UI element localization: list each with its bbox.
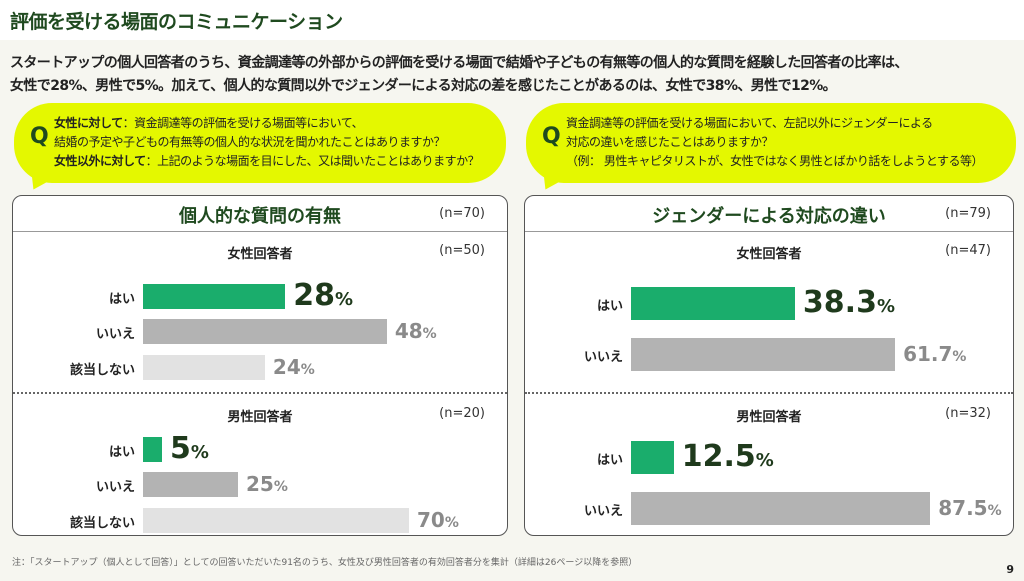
percent-sign: % xyxy=(334,288,354,310)
bar-label: いいえ xyxy=(95,479,135,495)
bar-label: はい xyxy=(108,291,135,307)
bar-label: はい xyxy=(108,444,135,460)
question-label: 女性以外に対して xyxy=(54,154,146,168)
data-label: 5% xyxy=(170,431,209,466)
value-number: 87.5 xyxy=(938,496,988,521)
chart-panel-personal-questions: 個人的な質問の有無 (n=70) 女性回答者 (n=50) 男性回答者 (n=2… xyxy=(12,195,508,536)
group-title: 女性回答者 xyxy=(227,247,293,262)
group-n: (n=47) xyxy=(945,243,991,258)
value-number: 28 xyxy=(293,277,335,313)
divider xyxy=(525,392,1013,394)
data-label: 12.5% xyxy=(682,439,774,474)
bar-label: いいえ xyxy=(95,326,135,342)
bar-no xyxy=(631,492,931,525)
panel-header: ジェンダーによる対応の違い (n=79) xyxy=(525,196,1013,232)
chart-title: ジェンダーによる対応の違い xyxy=(652,206,886,227)
data-label: 87.5% xyxy=(938,496,1001,520)
question-text: （例： 男性キャピタリストが、女性ではなく男性とばかり話をしようとする等） xyxy=(566,154,983,168)
bar-no xyxy=(631,338,896,371)
group-n: (n=50) xyxy=(439,243,485,258)
bar-label: いいえ xyxy=(583,349,623,365)
page-title: 評価を受ける場面のコミュニケーション xyxy=(10,11,343,33)
data-label: 61.7% xyxy=(903,342,966,366)
question-label: 女性に対して xyxy=(54,116,123,130)
bar-na xyxy=(143,355,265,380)
percent-sign: % xyxy=(444,515,459,532)
q-icon: Q xyxy=(30,124,49,149)
value-number: 24 xyxy=(272,355,301,380)
data-label: 28% xyxy=(293,278,353,313)
percent-sign: % xyxy=(190,441,209,463)
value-number: 5 xyxy=(170,430,191,466)
percent-sign: % xyxy=(952,349,967,366)
data-label: 38.3% xyxy=(803,285,895,320)
value-number: 70 xyxy=(417,508,445,533)
question-text: ：上記のような場面を目にした、又は聞いたことはありますか？ xyxy=(145,154,480,168)
chart-n: (n=79) xyxy=(945,206,991,221)
summary-text: スタートアップの個人回答者のうち、資金調達等の外部からの評価を受ける場面で結婚や… xyxy=(10,52,1020,98)
group-title: 女性回答者 xyxy=(736,247,802,262)
bar-label: 該当しない xyxy=(69,515,135,531)
chart-title: 個人的な質問の有無 xyxy=(179,206,341,227)
value-number: 25 xyxy=(246,472,274,497)
bar-na xyxy=(143,508,409,533)
chart-n: (n=70) xyxy=(439,206,485,221)
bar-yes xyxy=(143,437,162,462)
group-title: 男性回答者 xyxy=(736,410,802,425)
data-label: 24% xyxy=(273,355,315,379)
value-number: 61.7 xyxy=(903,342,953,367)
question-bubble-right: Q 資金調達等の評価を受ける場面において、左記以外にジェンダーによる 対応の違い… xyxy=(526,103,1016,183)
question-text: 対応の違いを感じたことはありますか？ xyxy=(566,135,774,149)
footnote: 注：「スタートアップ（個人として回答）」としての回答いただいた91名のうち、女性… xyxy=(12,558,638,568)
value-number: 38.3 xyxy=(802,284,877,320)
percent-sign: % xyxy=(422,326,437,343)
divider xyxy=(13,392,507,394)
bar-label: 該当しない xyxy=(69,362,135,378)
bar-label: はい xyxy=(596,452,623,468)
data-label: 25% xyxy=(246,472,288,496)
bar-label: いいえ xyxy=(583,503,623,519)
title-bar xyxy=(0,0,1024,40)
q-icon: Q xyxy=(542,124,561,149)
bar-yes xyxy=(143,284,286,309)
question-bubble-left: Q 女性に対して：資金調達等の評価を受ける場面等において、 結婚の予定や子どもの… xyxy=(14,103,506,183)
percent-sign: % xyxy=(300,362,315,379)
bar-yes xyxy=(631,441,674,474)
page-number: 9 xyxy=(1006,563,1014,576)
bar-no xyxy=(143,319,387,344)
data-label: 70% xyxy=(417,508,459,532)
summary-line: 女性で28%、男性で5%。加えて、個人的な質問以外でジェンダーによる対応の差を感… xyxy=(10,78,837,94)
value-number: 48 xyxy=(394,319,423,344)
bar-yes xyxy=(631,287,795,320)
group-n: (n=32) xyxy=(945,406,991,421)
group-title: 男性回答者 xyxy=(227,410,293,425)
chart-panel-gender-treatment: ジェンダーによる対応の違い (n=79) 女性回答者 (n=47) 男性回答者 … xyxy=(524,195,1014,536)
panel-header: 個人的な質問の有無 (n=70) xyxy=(13,196,507,232)
percent-sign: % xyxy=(755,449,774,471)
question-text: 資金調達等の評価を受ける場面において、左記以外にジェンダーによる xyxy=(566,116,933,130)
percent-sign: % xyxy=(273,479,288,496)
percent-sign: % xyxy=(987,503,1002,520)
bar-no xyxy=(143,472,238,497)
question-text: ：資金調達等の評価を受ける場面等において、 xyxy=(122,116,364,130)
question-text: 結婚の予定や子どもの有無等の個人的な状況を聞かれたことはありますか？ xyxy=(54,135,446,149)
data-label: 48% xyxy=(395,319,437,343)
percent-sign: % xyxy=(876,295,895,317)
value-number: 12.5 xyxy=(681,438,756,474)
bar-label: はい xyxy=(596,298,623,314)
group-n: (n=20) xyxy=(439,406,485,421)
summary-line: スタートアップの個人回答者のうち、資金調達等の外部からの評価を受ける場面で結婚や… xyxy=(10,55,908,71)
